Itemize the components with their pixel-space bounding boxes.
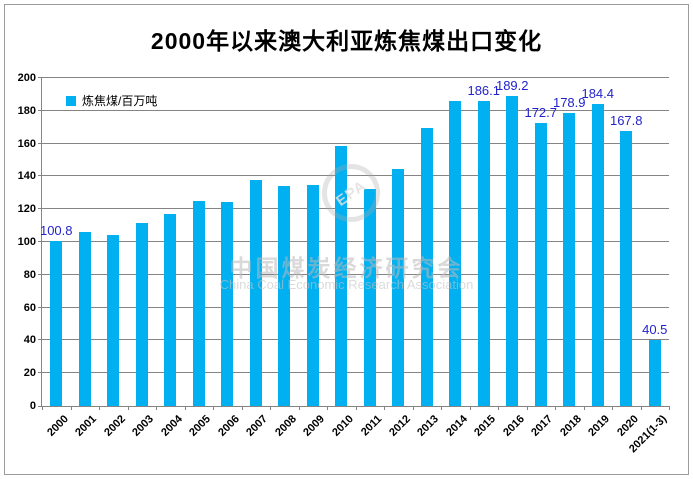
category-2000: 100.8 2000 — [39, 78, 73, 439]
legend-label: 炼焦煤/百万吨 — [82, 94, 158, 108]
category-2016: 189.2 2016 — [495, 77, 529, 439]
bars-container: 100.8 2000 2001 2002 2003 2004 2005 2006 2007 200… — [39, 77, 670, 455]
bar-2005 — [192, 201, 205, 406]
bar-2013 — [420, 127, 433, 406]
category-2011: 2011 — [356, 78, 385, 438]
bar-2010 — [335, 145, 348, 406]
category-2007: 2007 — [242, 78, 271, 439]
data-label-2019: 184.4 — [581, 85, 615, 101]
bar-2019 — [591, 103, 604, 406]
gridline-60 — [38, 306, 669, 308]
category-2014: 2014 — [441, 78, 470, 439]
category-2005: 2005 — [185, 78, 214, 439]
bar-2003 — [135, 223, 148, 406]
y-axis-label-160: 160 — [17, 137, 36, 150]
gridline-40 — [38, 339, 669, 341]
bar-2011 — [363, 188, 376, 406]
data-label-2018: 178.9 — [552, 94, 586, 110]
category-2013: 2013 — [413, 78, 442, 439]
gridline-200 — [38, 77, 669, 78]
data-label-2020: 167.8 — [609, 112, 643, 128]
y-axis-label-180: 180 — [17, 104, 36, 117]
bar-2016 — [506, 95, 519, 406]
gridline-20 — [38, 372, 669, 374]
data-label-2000: 100.8 — [39, 222, 73, 238]
bar-2004 — [164, 213, 177, 406]
y-axis-label-200: 200 — [17, 72, 36, 84]
category-2021(1-3): 40.5 2021(1-3) — [627, 78, 670, 455]
category-2010: 2010 — [327, 78, 356, 439]
legend: 炼焦煤/百万吨 — [66, 92, 157, 109]
legend-swatch-icon — [66, 95, 76, 106]
category-2008: 2008 — [270, 78, 299, 439]
category-2004: 2004 — [156, 78, 185, 439]
bar-2000 — [50, 240, 63, 406]
bar-2012 — [392, 168, 405, 406]
category-2012: 2012 — [384, 78, 413, 439]
y-axis-label-140: 140 — [17, 170, 36, 183]
category-2006: 2006 — [213, 78, 242, 439]
y-axis-label-60: 60 — [23, 301, 36, 314]
data-label-2021(1-3): 40.5 — [642, 321, 668, 337]
category-2001: 2001 — [71, 78, 100, 439]
data-label-2017: 172.7 — [524, 104, 558, 120]
chart-title: 2000年以来澳大利亚炼焦煤出口变化 — [150, 28, 543, 54]
bar-2021(1-3) — [648, 339, 661, 406]
y-axis-label-20: 20 — [23, 367, 36, 380]
bar-2015 — [477, 100, 490, 406]
bar-2020 — [620, 130, 633, 406]
bar-2017 — [534, 122, 547, 406]
category-2019: 184.4 2019 — [581, 78, 615, 439]
bar-2007 — [249, 179, 262, 406]
y-axis-label-100: 100 — [17, 236, 36, 248]
bar-2014 — [449, 100, 462, 406]
bar-2009 — [306, 184, 319, 406]
bar-2006 — [221, 202, 234, 406]
data-label-2015: 186.1 — [467, 82, 501, 98]
gridline-100 — [38, 241, 669, 242]
bar-2001 — [78, 232, 91, 406]
category-2018: 178.9 2018 — [552, 78, 586, 439]
category-2003: 2003 — [128, 78, 157, 439]
category-2020: 167.8 2020 — [609, 78, 643, 439]
y-axis-label-80: 80 — [23, 268, 36, 281]
gridline-180 — [38, 109, 669, 111]
y-axis-label-120: 120 — [17, 203, 36, 216]
gridline-160 — [38, 142, 669, 144]
category-2009: 2009 — [299, 78, 328, 439]
category-2015: 186.1 2015 — [467, 78, 501, 439]
y-axis-label-0: 0 — [29, 400, 36, 412]
bar-2008 — [278, 186, 291, 406]
y-axis-label-40: 40 — [23, 334, 36, 347]
category-2002: 2002 — [99, 78, 128, 439]
plot-area: 100.8 2000 2001 2002 2003 2004 2005 2006 2007 200… — [18, 72, 670, 455]
y-axis-zero-tick — [38, 406, 42, 407]
gridline-120 — [38, 208, 669, 210]
gridline-80 — [38, 273, 669, 275]
bar-2002 — [107, 234, 120, 406]
gridline-140 — [38, 175, 669, 177]
category-2017: 172.7 2017 — [524, 78, 558, 439]
bar-2018 — [563, 112, 576, 406]
data-label-2016: 189.2 — [495, 77, 529, 93]
